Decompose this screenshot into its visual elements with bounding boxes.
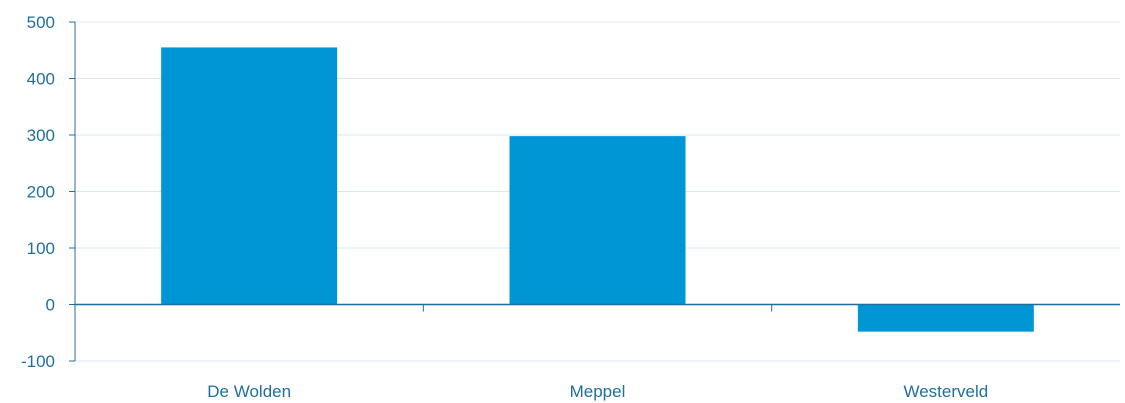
y-tick-label: 500 (27, 13, 55, 32)
y-tick-label: 400 (27, 70, 55, 89)
y-tick-labels: 500 400 300 200 100 0 -100 (21, 13, 55, 371)
bars (161, 47, 1034, 332)
bar-de-wolden (161, 47, 338, 305)
x-category-label: De Wolden (207, 382, 291, 401)
y-tick-label: 200 (27, 183, 55, 202)
y-tick-label: 100 (27, 239, 55, 258)
axes (69, 21, 1120, 362)
bar-meppel (509, 136, 686, 305)
y-tick-label: 300 (27, 126, 55, 145)
x-category-labels: De Wolden Meppel Westerveld (207, 382, 988, 401)
y-tick-label: -100 (21, 352, 55, 371)
x-category-label: Meppel (570, 382, 626, 401)
x-category-label: Westerveld (903, 382, 988, 401)
bar-westerveld (857, 304, 1034, 332)
y-tick-label: 0 (46, 296, 55, 315)
